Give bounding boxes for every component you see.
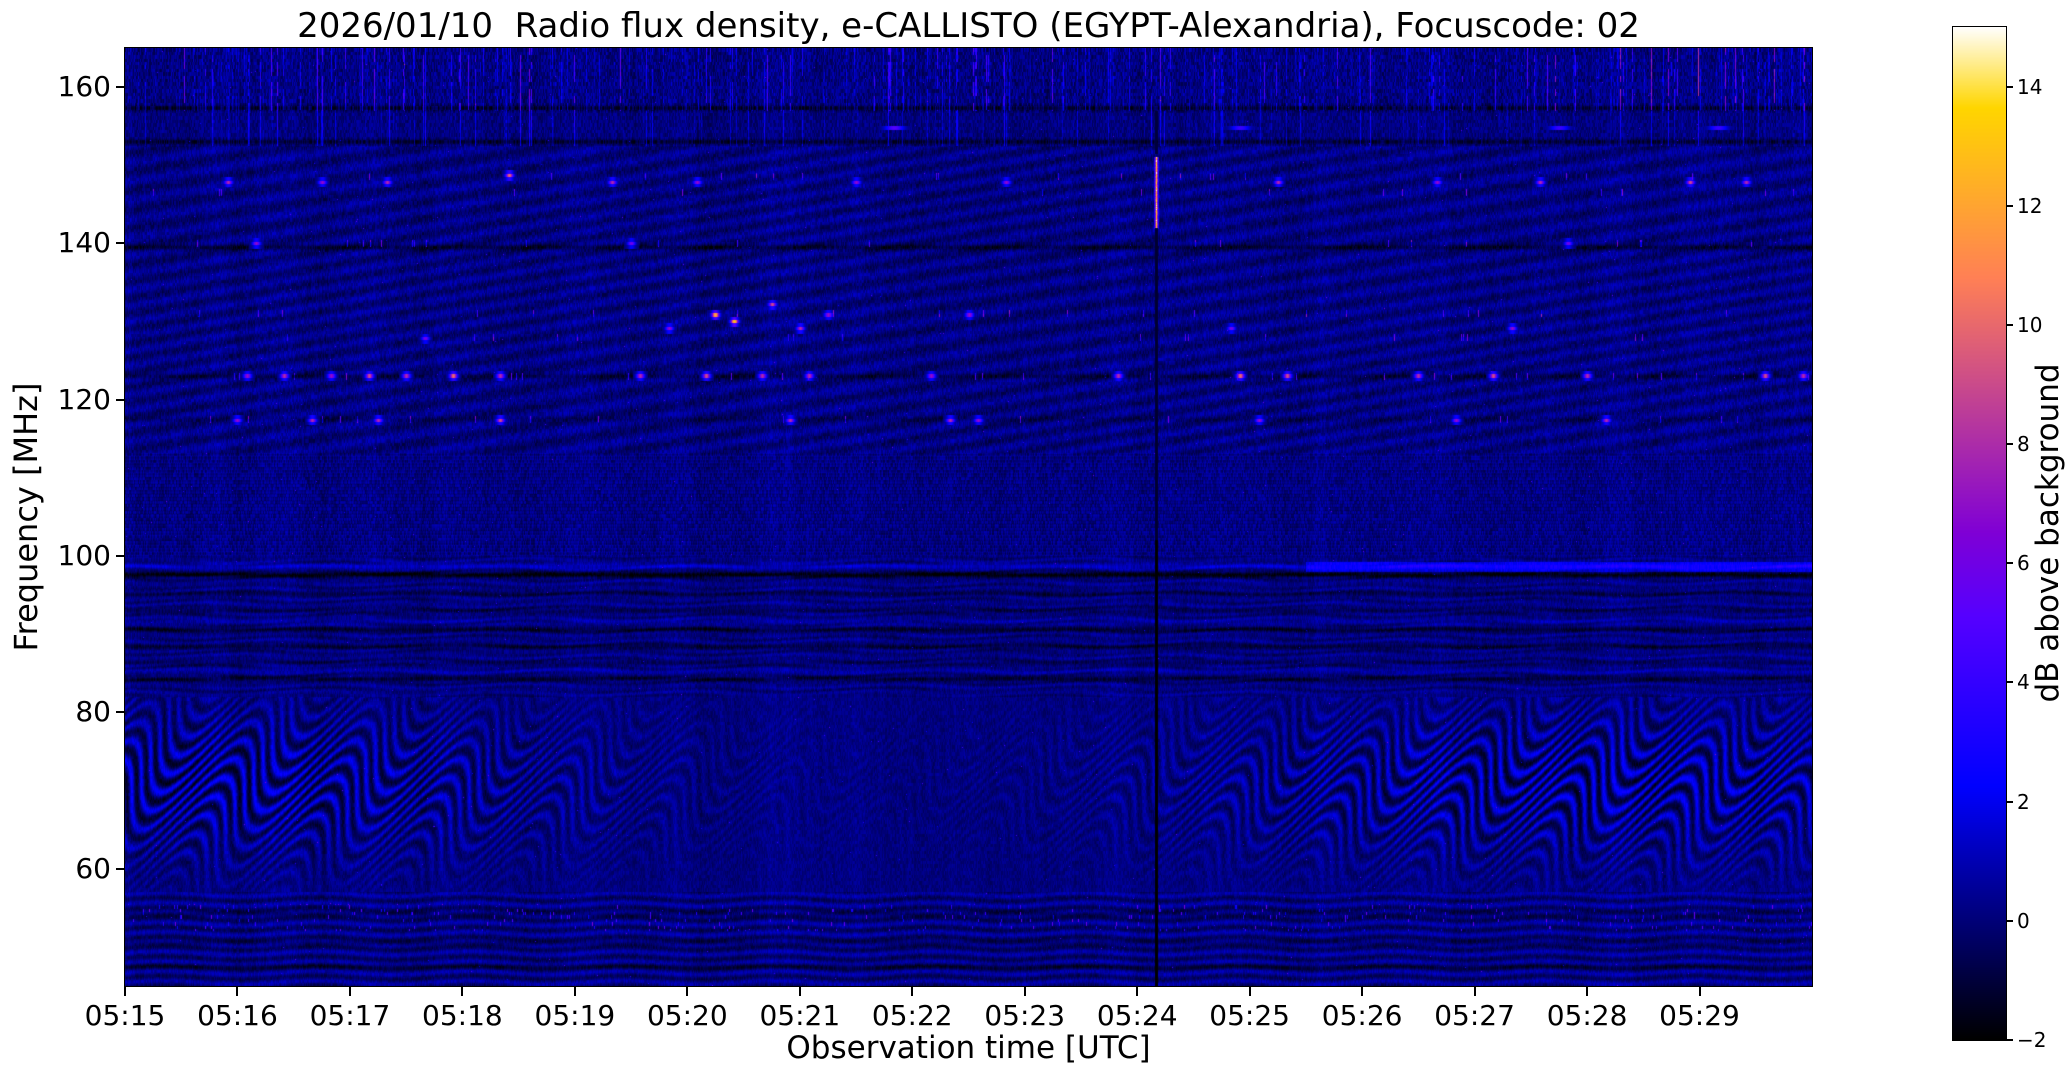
x-tick-mark xyxy=(1586,987,1589,996)
x-tick-mark xyxy=(1136,987,1139,996)
x-tick-mark xyxy=(124,987,126,996)
y-tick-mark xyxy=(116,86,125,89)
x-tick-mark xyxy=(573,987,576,996)
x-tick-label: 05:24 xyxy=(1096,999,1178,1032)
colorbar-tick-mark xyxy=(2006,443,2013,446)
x-tick-label: 05:27 xyxy=(1434,999,1515,1032)
colorbar-tick-label: 2 xyxy=(2017,789,2030,814)
x-tick-label: 05:22 xyxy=(871,999,953,1032)
x-tick-mark xyxy=(1698,987,1701,996)
colorbar-tick-mark xyxy=(2006,323,2013,326)
y-tick-label: 140 xyxy=(57,226,111,260)
colorbar-label: dB above background xyxy=(2030,363,2066,703)
x-tick-mark xyxy=(1023,987,1026,996)
x-tick-mark xyxy=(686,987,689,996)
x-tick-label: 05:18 xyxy=(422,999,503,1032)
x-tick-label: 05:15 xyxy=(84,999,166,1032)
colorbar-tick-label: 6 xyxy=(2017,551,2030,576)
x-tick-mark xyxy=(1248,987,1251,996)
colorbar-tick-label: 10 xyxy=(2017,312,2043,337)
x-tick-label: 05:28 xyxy=(1546,999,1628,1032)
colorbar-tick-mark xyxy=(2006,1039,2013,1041)
chart-title: 2026/01/10 Radio flux density, e-CALLIST… xyxy=(297,6,1640,46)
y-tick-mark xyxy=(116,867,125,870)
colorbar-tick-mark xyxy=(2006,919,2013,922)
y-tick-mark xyxy=(116,398,125,401)
colorbar-tick-label: −2 xyxy=(2017,1028,2047,1052)
x-tick-mark xyxy=(1361,987,1364,996)
colorbar-tick-label: 12 xyxy=(2017,193,2043,218)
colorbar-tick-label: 14 xyxy=(2017,74,2043,99)
colorbar-tick-label: 4 xyxy=(2017,670,2030,695)
y-tick-label: 60 xyxy=(75,851,111,885)
y-axis-label: Frequency [MHz] xyxy=(7,382,45,652)
y-tick-mark xyxy=(116,242,125,245)
y-tick-label: 100 xyxy=(57,539,111,573)
x-tick-mark xyxy=(798,987,801,996)
x-tick-label: 05:29 xyxy=(1659,999,1740,1032)
x-tick-label: 05:20 xyxy=(646,999,728,1032)
x-tick-label: 05:26 xyxy=(1321,999,1403,1032)
x-tick-mark xyxy=(461,987,464,996)
colorbar-tick-mark xyxy=(2006,681,2013,684)
x-tick-label: 05:21 xyxy=(759,999,841,1032)
colorbar-canvas xyxy=(1952,26,2007,1041)
colorbar-tick-mark xyxy=(2006,800,2013,803)
colorbar-tick-mark xyxy=(2006,85,2013,88)
x-tick-label: 05:17 xyxy=(309,999,391,1032)
x-tick-label: 05:25 xyxy=(1209,999,1290,1032)
x-tick-label: 05:23 xyxy=(984,999,1066,1032)
colorbar-tick-label: 8 xyxy=(2017,432,2030,457)
y-tick-label: 120 xyxy=(57,382,111,416)
y-tick-label: 80 xyxy=(75,695,111,729)
x-tick-mark xyxy=(236,987,239,996)
colorbar-tick-label: 0 xyxy=(2017,908,2030,933)
y-tick-mark xyxy=(116,555,125,558)
colorbar-tick-mark xyxy=(2006,562,2013,565)
x-tick-label: 05:16 xyxy=(197,999,278,1032)
x-axis-label: Observation time [UTC] xyxy=(786,1030,1151,1066)
colorbar-tick-mark xyxy=(2006,204,2013,207)
y-tick-mark xyxy=(116,711,125,714)
spectrogram-canvas xyxy=(124,47,1813,987)
x-tick-mark xyxy=(911,987,914,996)
x-tick-mark xyxy=(1473,987,1476,996)
x-tick-label: 05:19 xyxy=(534,999,616,1032)
x-tick-mark xyxy=(348,987,351,996)
y-tick-label: 160 xyxy=(57,70,111,104)
